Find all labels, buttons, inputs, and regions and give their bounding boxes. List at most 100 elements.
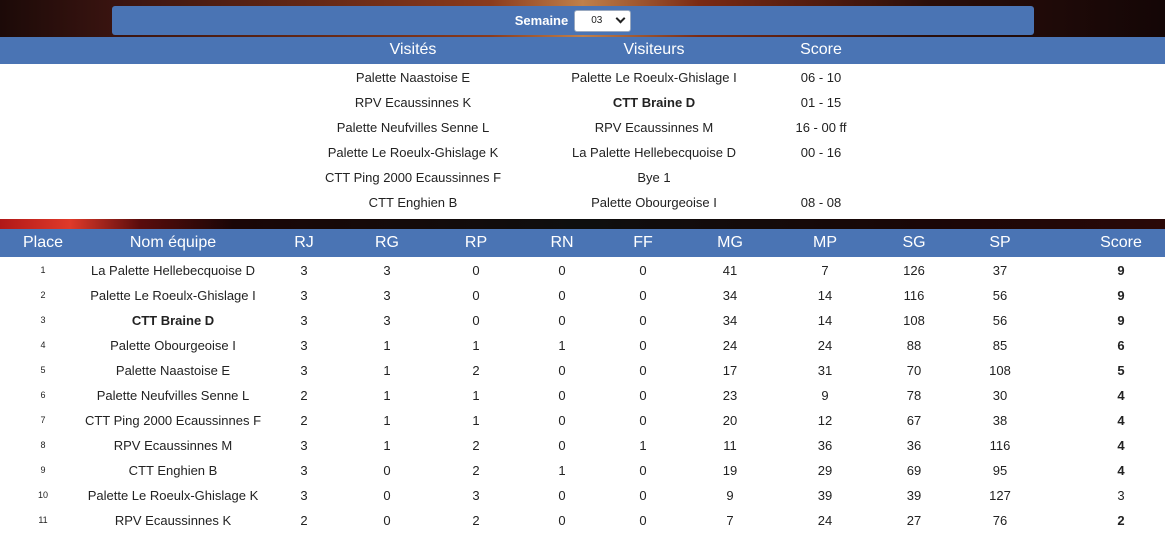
ranking-rg: 3 (383, 263, 391, 278)
ranking-ff: 0 (639, 313, 647, 328)
match-away: RPV Ecaussinnes M (594, 120, 714, 135)
ranking-sp: 95 (992, 463, 1008, 478)
ranking-score: 6 (1117, 338, 1125, 353)
week-select[interactable]: 03 (574, 9, 632, 32)
ranking-mg: 17 (722, 363, 738, 378)
ranking-team: Palette Naastoise E (115, 363, 231, 378)
ranking-ff: 0 (639, 388, 647, 403)
ranking-mp: 29 (817, 463, 833, 478)
ranking-sp: 116 (989, 438, 1011, 453)
matches-header: Visités Visiteurs Score (0, 37, 1165, 64)
ranking-score: 4 (1117, 463, 1125, 478)
matches-header-home: Visités (389, 41, 437, 58)
ranking-place: 2 (40, 290, 46, 300)
ranking-score: 4 (1117, 438, 1125, 453)
ranking-rp: 2 (472, 438, 480, 453)
ranking-rg: 1 (383, 438, 391, 453)
ranking-mg: 34 (722, 313, 738, 328)
ranking-header-rg: RG (375, 234, 399, 251)
ranking-rn: 1 (558, 338, 566, 353)
ranking-mg: 41 (722, 263, 738, 278)
ranking-place: 4 (40, 340, 46, 350)
ranking-header-place: Place (22, 234, 64, 251)
ranking-header-ff: FF (633, 234, 653, 251)
ranking-row: 4 Palette Obourgeoise I 3 1 1 1 0 24 24 88 85 6 (0, 332, 1165, 357)
ranking-rj: 3 (300, 263, 308, 278)
ranking-row: 8 RPV Ecaussinnes M 3 1 2 0 1 11 36 36 116 4 (0, 432, 1165, 457)
ranking-mg: 19 (722, 463, 738, 478)
match-home: CTT Ping 2000 Ecaussinnes F (324, 170, 502, 185)
ranking-mp: 31 (817, 363, 833, 378)
ranking-sg: 88 (906, 338, 922, 353)
ranking-rj: 3 (300, 338, 308, 353)
ranking-sp: 38 (992, 413, 1008, 428)
ranking-rn: 0 (558, 263, 566, 278)
ranking-row: 9 CTT Enghien B 3 0 2 1 0 19 29 69 95 4 (0, 457, 1165, 482)
ranking-header-rj: RJ (294, 234, 314, 251)
ranking-sg: 27 (906, 513, 922, 528)
ranking-rn: 0 (558, 413, 566, 428)
ranking-ff: 0 (639, 513, 647, 528)
ranking-place: 1 (40, 265, 46, 275)
match-score: 00 - 16 (800, 145, 842, 160)
ranking-rp: 1 (472, 338, 480, 353)
ranking-header-mp: MP (813, 234, 837, 251)
week-label: Semaine (514, 13, 569, 28)
ranking-header-team: Nom équipe (129, 234, 217, 251)
ranking-row: 5 Palette Naastoise E 3 1 2 0 0 17 31 70 108 5 (0, 357, 1165, 382)
ranking-row: 3 CTT Braine D 3 3 0 0 0 34 14 108 56 9 (0, 307, 1165, 332)
ranking-mg: 11 (723, 438, 737, 453)
match-row: Palette Le Roeulx-Ghislage K La Palette H… (0, 139, 1165, 164)
ranking-rp: 0 (472, 313, 480, 328)
ranking-sp: 37 (992, 263, 1008, 278)
ranking-place: 6 (40, 390, 46, 400)
ranking-ff: 1 (639, 438, 647, 453)
match-score: 08 - 08 (800, 195, 842, 210)
ranking-score: 4 (1117, 388, 1125, 403)
ranking-place: 11 (38, 515, 48, 525)
match-away: Bye 1 (637, 170, 671, 185)
ranking-place: 7 (40, 415, 46, 425)
section-divider (0, 219, 1165, 229)
matches-header-away: Visiteurs (623, 41, 685, 58)
ranking-rp: 1 (472, 413, 480, 428)
matches-header-score: Score (800, 41, 842, 58)
ranking-mg: 24 (722, 338, 738, 353)
ranking-header-rp: RP (464, 234, 488, 251)
ranking-rp: 2 (472, 463, 480, 478)
ranking-sg: 108 (903, 313, 925, 328)
ranking-score: 9 (1117, 313, 1125, 328)
ranking-sg: 78 (906, 388, 922, 403)
match-row: RPV Ecaussinnes K CTT Braine D 01 - 15 (0, 89, 1165, 114)
ranking-header: Place Nom équipe RJ RG RP RN FF MG MP SG… (0, 229, 1165, 257)
ranking-mp: 12 (817, 413, 833, 428)
ranking-mp: 24 (817, 513, 833, 528)
ranking-rg: 1 (383, 413, 391, 428)
ranking-sp: 56 (992, 313, 1008, 328)
ranking-rg: 3 (383, 288, 391, 303)
ranking-score: 9 (1117, 263, 1125, 278)
ranking-row: 7 CTT Ping 2000 Ecaussinnes F 2 1 1 0 0 20 12 67 3… (0, 407, 1165, 432)
ranking-sg: 39 (906, 488, 922, 503)
ranking-ff: 0 (639, 363, 647, 378)
match-home: Palette Le Roeulx-Ghislage K (327, 145, 499, 160)
ranking-mg: 7 (726, 513, 734, 528)
match-away: CTT Braine D (612, 95, 696, 110)
ranking-rn: 0 (558, 513, 566, 528)
ranking-rp: 0 (472, 288, 480, 303)
week-selector-bar: Semaine 03 (112, 6, 1034, 35)
ranking-score: 4 (1117, 413, 1125, 428)
ranking-team: CTT Enghien B (128, 463, 218, 478)
ranking-rj: 3 (300, 438, 308, 453)
ranking-rg: 0 (383, 513, 391, 528)
ranking-mp: 36 (817, 438, 833, 453)
ranking-ff: 0 (639, 463, 647, 478)
matches-list: Palette Naastoise E Palette Le Roeulx-Ghi… (0, 64, 1165, 219)
ranking-sg: 70 (906, 363, 922, 378)
ranking-place: 5 (40, 365, 46, 375)
ranking-team: RPV Ecaussinnes K (114, 513, 232, 528)
ranking-mp: 14 (817, 288, 833, 303)
ranking-rn: 0 (558, 438, 566, 453)
ranking-sg: 116 (903, 288, 925, 303)
ranking-place: 8 (40, 440, 46, 450)
